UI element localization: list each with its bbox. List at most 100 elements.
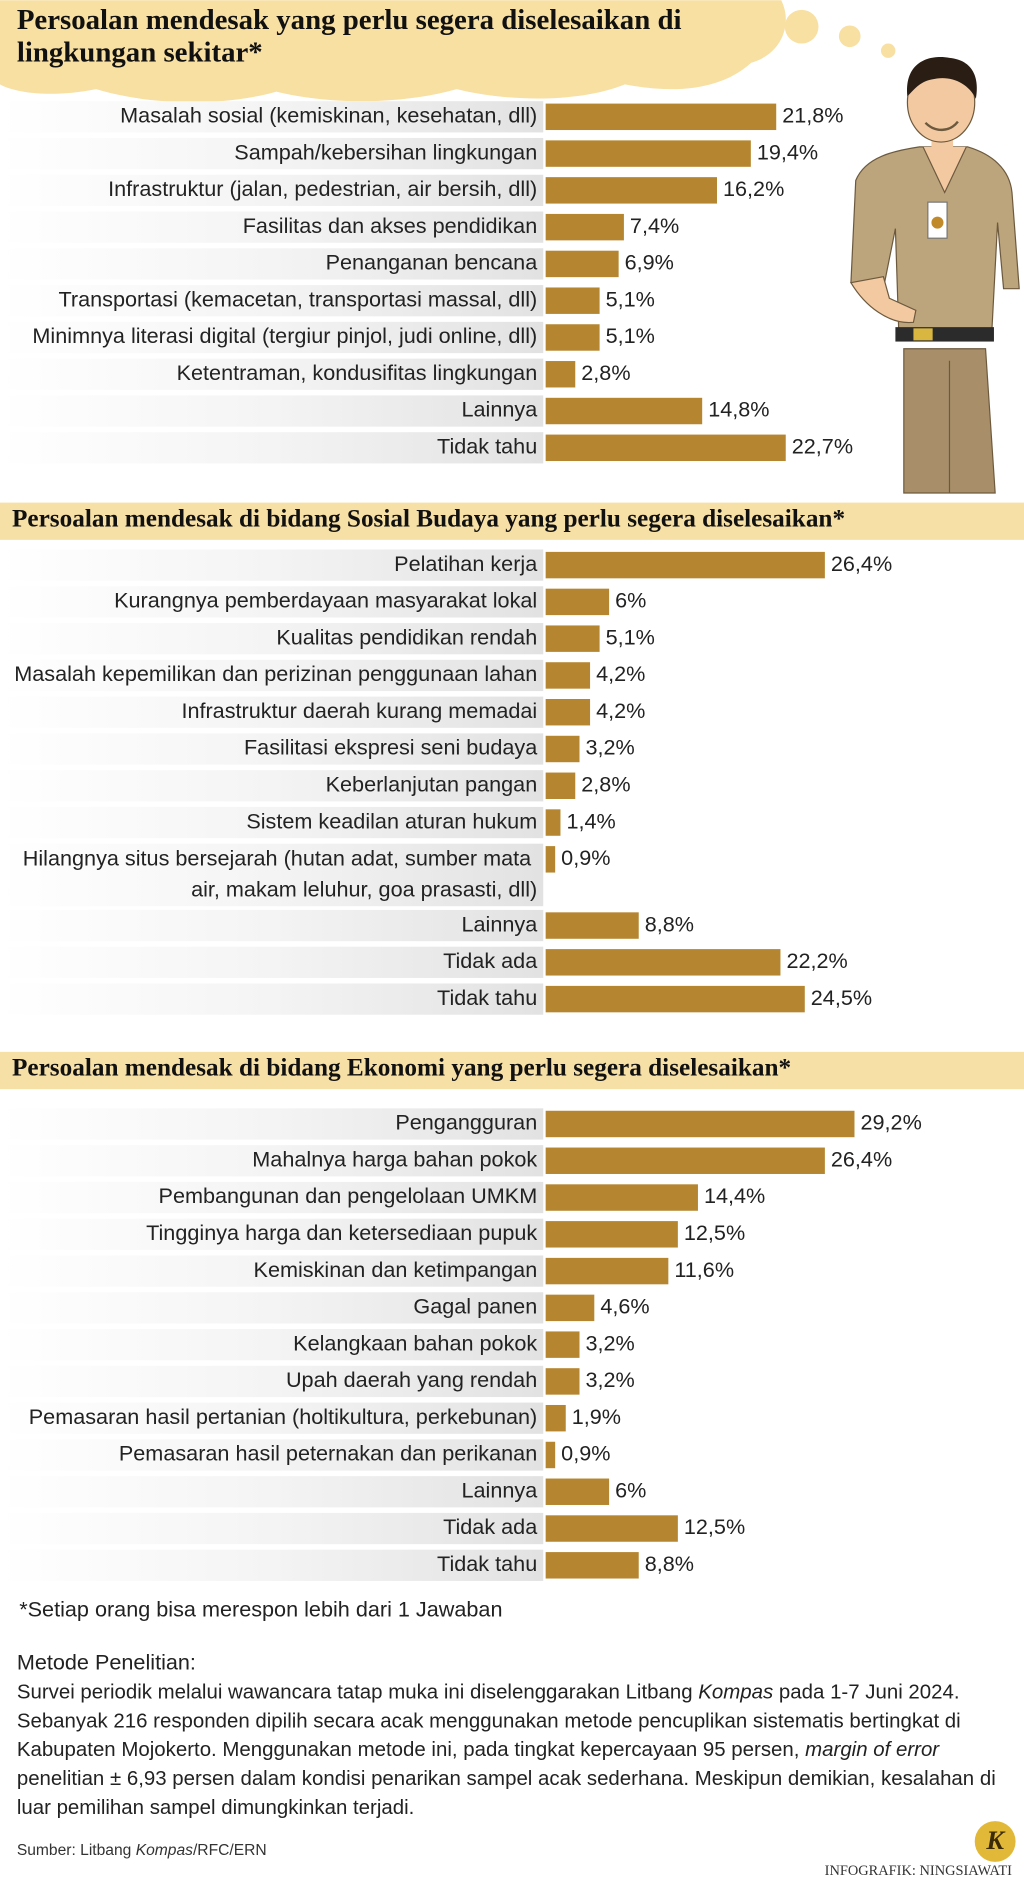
row-background <box>0 1145 544 1177</box>
value-label: 6% <box>615 1477 646 1502</box>
thought-cloud <box>0 0 896 103</box>
bar <box>545 1184 698 1211</box>
method-block: Survei periodik melalui wawancara tatap … <box>16 1680 996 1819</box>
bar <box>545 434 786 462</box>
bar <box>545 397 703 425</box>
row-background <box>0 733 544 765</box>
category-label: Pengangguran <box>395 1110 537 1135</box>
row-background <box>0 1181 544 1214</box>
value-label: 4,6% <box>600 1294 649 1319</box>
value-label: 0,9% <box>561 845 610 870</box>
category-label: Kemiskinan dan ketimpangan <box>254 1257 538 1282</box>
value-label: 0,9% <box>561 1441 610 1466</box>
bar <box>545 1368 580 1395</box>
value-label: 22,7% <box>792 434 853 459</box>
bar <box>545 361 576 388</box>
bar <box>545 1478 610 1505</box>
row-background <box>0 1402 544 1434</box>
chart-title: Persoalan mendesak yang perlu segera dis… <box>17 3 689 67</box>
text-run: pada 1-7 Juni 2024. Sebanyak 216 respond… <box>16 1680 961 1761</box>
category-label: Tidak ada <box>443 948 538 973</box>
category-label: Tidak tahu <box>437 985 537 1010</box>
value-label: 1,4% <box>566 808 615 833</box>
bar <box>545 103 777 131</box>
row-background <box>0 696 544 728</box>
category-label: Masalah kepemilikan dan perizinan penggu… <box>14 661 537 686</box>
row-background <box>0 549 544 581</box>
value-label: 3,2% <box>586 735 635 760</box>
value-label: 16,2% <box>723 176 784 201</box>
row-background <box>0 659 544 692</box>
value-label: 5,1% <box>606 286 655 311</box>
category-label: Infrastruktur (jalan, pedestrian, air be… <box>108 176 537 201</box>
row-background <box>0 101 544 133</box>
value-label: 26,4% <box>831 1146 892 1171</box>
row-background <box>0 1292 544 1324</box>
bar <box>545 1110 855 1138</box>
source: Sumber: Litbang Kompas/RFC/ERN <box>17 1842 267 1859</box>
row-background <box>0 909 544 942</box>
row-background <box>0 1512 544 1545</box>
bar <box>545 324 600 351</box>
category-label: Tidak tahu <box>437 1551 537 1576</box>
category-label: Masalah sosial (kemiskinan, kesehatan, d… <box>120 103 537 128</box>
header-band <box>0 1051 1024 1090</box>
bar <box>545 1404 566 1432</box>
bar <box>545 625 600 652</box>
row-background <box>0 1329 544 1361</box>
category-label: Upah daerah yang rendah <box>286 1367 537 1392</box>
row-background <box>0 1549 544 1581</box>
text-run: Kompas <box>698 1680 774 1704</box>
bar <box>545 177 717 204</box>
row-background <box>0 211 544 243</box>
value-label: 2,8% <box>581 360 630 385</box>
logo: K <box>985 1825 1006 1855</box>
bar <box>545 698 591 726</box>
header-band <box>0 502 1024 540</box>
value-label: 12,5% <box>684 1220 745 1245</box>
category-label: Kelangkaan bahan pokok <box>293 1330 537 1355</box>
row-background <box>0 358 544 390</box>
value-label: 3,2% <box>586 1330 635 1355</box>
method-title: Metode Penelitian: <box>17 1649 196 1674</box>
row-background <box>0 174 544 206</box>
value-label: 6,9% <box>625 250 674 275</box>
value-label: 24,5% <box>811 985 872 1010</box>
value-label: 21,8% <box>782 103 843 128</box>
value-label: 8,8% <box>645 911 694 936</box>
illustration-man <box>849 57 1020 494</box>
value-label: 4,2% <box>596 661 645 686</box>
value-label: 8,8% <box>645 1551 694 1576</box>
value-label: 22,2% <box>786 948 847 973</box>
category-label: Pelatihan kerja <box>394 551 538 576</box>
bar <box>545 846 556 873</box>
category-label: Tidak ada <box>443 1514 538 1539</box>
category-label: Penanganan bencana <box>326 250 539 275</box>
bar <box>545 588 610 616</box>
footnote: *Setiap orang bisa merespon lebih dari 1… <box>19 1596 502 1621</box>
bar <box>545 213 624 241</box>
category-label: Gagal panen <box>413 1294 537 1319</box>
bar <box>545 140 751 167</box>
category-label: Sistem keadilan aturan hukum <box>246 808 537 833</box>
category-label: Ketentraman, kondusifitas lingkungan <box>177 360 538 385</box>
row-background <box>0 1439 544 1471</box>
row-background <box>0 1218 544 1250</box>
text-run: penelitian ± 6,93 persen dalam kondisi p… <box>16 1766 996 1819</box>
row-background <box>0 432 544 464</box>
row-background <box>0 321 544 354</box>
category-label: Keberlanjutan pangan <box>326 771 538 796</box>
bar <box>545 912 639 939</box>
category-label: Minimnya literasi digital (tergiur pinjo… <box>32 323 537 348</box>
bar <box>545 662 591 689</box>
row-background <box>0 806 544 839</box>
category-label: Lainnya <box>461 397 538 422</box>
value-label: 5,1% <box>606 624 655 649</box>
bar <box>545 250 619 278</box>
bar <box>545 1331 580 1358</box>
bar <box>545 1294 595 1322</box>
bar <box>545 551 825 579</box>
value-label: 2,8% <box>581 771 630 796</box>
category-label: Lainnya <box>461 911 538 936</box>
bar <box>545 1147 825 1174</box>
